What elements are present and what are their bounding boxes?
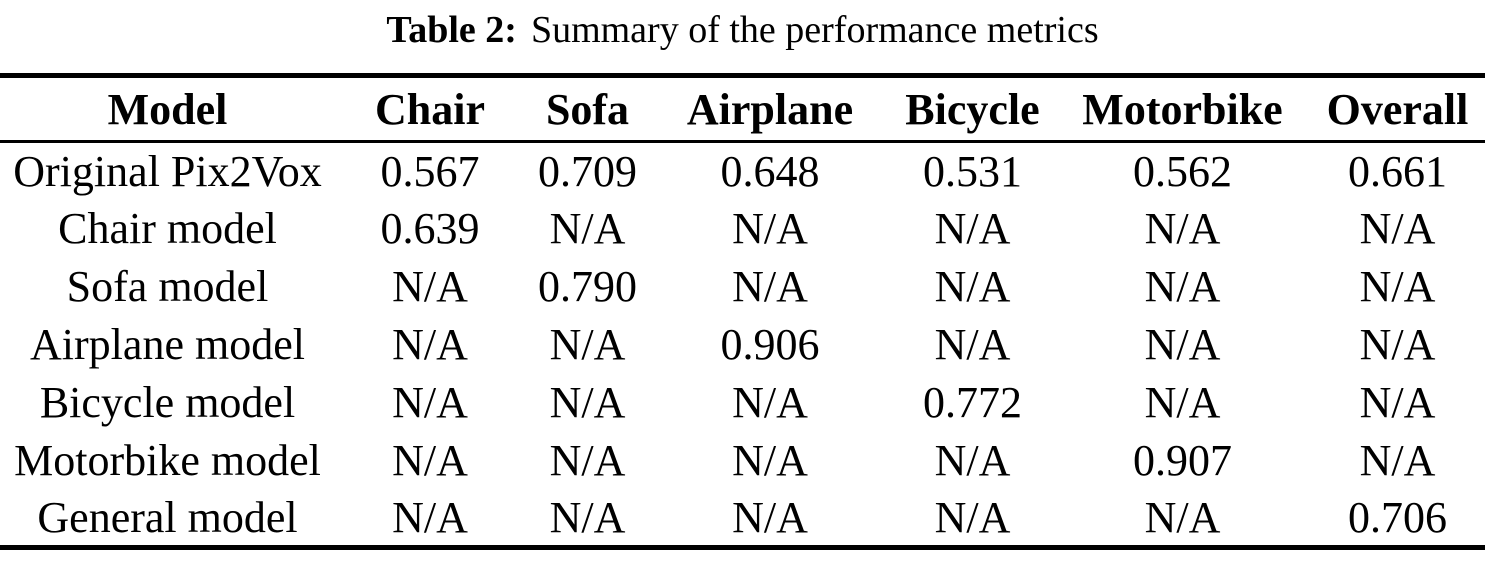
metric-cell: 0.567: [380, 146, 480, 196]
metric-cell: 0.639: [380, 204, 480, 253]
metric-cell: N/A: [549, 320, 626, 369]
metric-cell: N/A: [1144, 262, 1221, 311]
row-label: Airplane model: [30, 320, 305, 369]
metric-cell: N/A: [934, 204, 1011, 253]
metric-cell: N/A: [392, 492, 468, 542]
table-row: Airplane model N/A N/A 0.906 N/A N/A N/A: [0, 316, 1485, 374]
metric-cell: 0.709: [538, 146, 637, 196]
metric-cell: N/A: [934, 320, 1011, 369]
metric-cell: N/A: [549, 378, 626, 427]
row-label: Bicycle model: [39, 378, 296, 427]
row-label: Sofa model: [66, 262, 269, 311]
metric-cell: N/A: [1144, 492, 1221, 542]
metric-cell: 0.648: [720, 146, 820, 196]
table-caption-label: Table 2:: [386, 9, 517, 51]
metric-cell: 0.772: [923, 378, 1022, 427]
metric-cell: N/A: [1359, 320, 1436, 369]
metric-cell: N/A: [934, 436, 1011, 485]
row-label: Original Pix2Vox: [13, 146, 322, 196]
column-header-motorbike: Motorbike: [1082, 84, 1283, 134]
metric-cell: 0.531: [923, 146, 1022, 196]
row-label: General model: [37, 492, 298, 542]
metric-cell: N/A: [549, 492, 626, 542]
metric-cell: N/A: [549, 204, 626, 253]
row-label: Motorbike model: [14, 436, 321, 485]
table-caption: Table 2: Summary of the performance metri…: [0, 0, 1485, 73]
table-row: General model N/A N/A N/A N/A N/A 0.706: [0, 490, 1485, 548]
table-row: Sofa model N/A 0.790 N/A N/A N/A N/A: [0, 258, 1485, 316]
metric-cell: N/A: [732, 378, 808, 427]
metric-cell: 0.790: [538, 262, 637, 311]
metric-cell: 0.907: [1133, 436, 1232, 485]
table-row: Original Pix2Vox 0.567 0.709 0.648 0.531…: [0, 142, 1485, 200]
metric-cell: N/A: [392, 378, 468, 427]
metric-cell: N/A: [392, 436, 468, 485]
table-caption-text: Summary of the performance metrics: [530, 9, 1099, 51]
metric-cell: N/A: [1359, 378, 1436, 427]
metric-cell: N/A: [1144, 204, 1221, 253]
metric-cell: N/A: [732, 492, 808, 542]
metric-cell: 0.906: [720, 320, 820, 369]
column-header-airplane: Airplane: [686, 84, 854, 134]
metric-cell: N/A: [1144, 378, 1221, 427]
metric-cell: 0.706: [1348, 492, 1447, 542]
metric-cell: N/A: [732, 436, 808, 485]
table-header-row: Model Chair Sofa Airplane Bicycle Motorb…: [0, 76, 1485, 142]
column-header-bicycle: Bicycle: [905, 84, 1040, 134]
metric-cell: N/A: [392, 262, 468, 311]
metric-cell: N/A: [732, 204, 808, 253]
metric-cell: N/A: [1359, 436, 1436, 485]
metric-cell: N/A: [732, 262, 808, 311]
metric-cell: N/A: [392, 320, 468, 369]
metric-cell: 0.562: [1133, 146, 1232, 196]
table-row: Motorbike model N/A N/A N/A N/A 0.907 N/…: [0, 432, 1485, 490]
metric-cell: 0.661: [1348, 146, 1447, 196]
column-header-model: Model: [107, 84, 228, 134]
table-row: Bicycle model N/A N/A N/A 0.772 N/A N/A: [0, 374, 1485, 432]
metric-cell: N/A: [934, 492, 1011, 542]
row-label: Chair model: [58, 204, 277, 253]
column-header-sofa: Sofa: [545, 84, 630, 134]
metric-cell: N/A: [934, 262, 1011, 311]
performance-metrics-table: Model Chair Sofa Airplane Bicycle Motorb…: [0, 73, 1485, 550]
metric-cell: N/A: [1359, 204, 1436, 253]
metric-cell: N/A: [1359, 262, 1436, 311]
column-header-overall: Overall: [1326, 84, 1469, 134]
column-header-chair: Chair: [375, 84, 485, 134]
metric-cell: N/A: [549, 436, 626, 485]
metric-cell: N/A: [1144, 320, 1221, 369]
paper-table-figure: Table 2: Summary of the performance metri…: [0, 0, 1485, 550]
table-row: Chair model 0.639 N/A N/A N/A N/A N/A: [0, 200, 1485, 258]
